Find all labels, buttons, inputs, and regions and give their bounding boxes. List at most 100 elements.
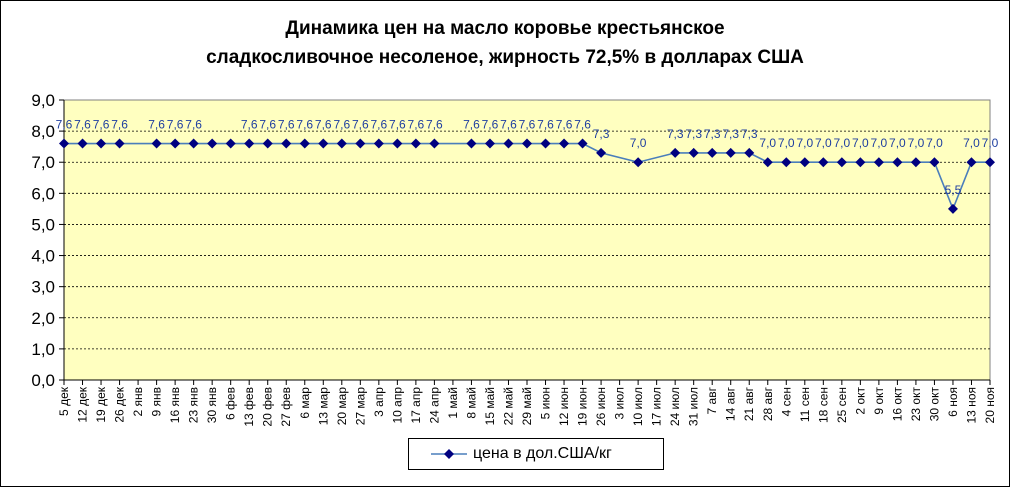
x-tick-label: 17 апр [409,387,423,424]
data-point [503,138,514,149]
x-tick-labels: 5 дек 12 дек 19 дек 26 дек 2 янв 9 янв 16 янв 2… [57,386,997,426]
data-label: 7,0 [908,136,925,150]
data-point [688,147,699,158]
data-point [799,157,810,168]
chart-title-line-2: сладкосливочное несоленое, жирность 72,5… [206,47,804,68]
data-label: 7,0 [630,136,647,150]
data-label: 7,6 [482,118,499,132]
data-point [966,157,977,168]
data-label: 7,3 [593,127,610,141]
data-label: 7,3 [722,127,739,141]
data-point [170,138,181,149]
series-markers [59,138,995,214]
data-label: 7,6 [537,118,554,132]
x-tick-label: 22 май [501,387,515,425]
y-tick-label: 0,0 [31,371,55,390]
data-label: 7,3 [741,127,758,141]
data-label: 7,6 [500,118,517,132]
data-label: 7,6 [296,118,313,132]
x-tick-label: 30 янв [205,387,219,423]
x-tick-label: 10 июл [631,387,645,426]
data-point [818,157,829,168]
data-point [947,203,958,214]
data-point [725,147,736,158]
data-label: 7,3 [667,127,684,141]
data-point [225,138,236,149]
data-point [910,157,921,168]
data-point [670,147,681,158]
data-label: 7,0 [871,136,888,150]
data-point [59,138,69,149]
data-point [151,138,162,149]
x-tick-label: 19 дек [94,386,108,422]
data-label: 7,6 [463,118,480,132]
y-tick-label: 9,0 [31,91,55,110]
data-labels: 7,6 7,6 7,6 7,6 7,6 7,6 7,6 7,6 7,6 7,6 7,6 7,6 7,6 7… [56,118,999,197]
data-point [540,138,551,149]
y-tick-label: 3,0 [31,278,55,297]
data-label: 7,6 [111,118,128,132]
x-tick-label: 25 сен [835,387,849,423]
x-tick-label: 29 май [520,387,534,425]
data-label: 7,0 [796,136,813,150]
x-tick-label: 17 июл [650,387,664,426]
data-point [77,138,88,149]
data-label: 7,6 [408,118,425,132]
data-point [188,138,199,149]
x-tick-label: 19 июн [576,387,590,426]
data-point [929,157,940,168]
data-label: 7,0 [963,136,980,150]
legend-entry-label: цена в дол.США/кг [473,445,612,462]
x-tick-label: 30 окт [927,387,941,422]
data-label: 7,6 [556,118,573,132]
data-point [281,138,292,149]
data-point [299,138,310,149]
data-label: 7,6 [574,118,591,132]
y-tick-label: 1,0 [31,340,55,359]
x-tick-label: 10 апр [390,387,404,424]
data-label: 7,6 [352,118,369,132]
data-label: 7,0 [815,136,832,150]
y-tick-label: 7,0 [31,153,55,172]
x-tick-label: 7 авг [705,386,719,414]
y-tick-labels: 0,0 1,0 2,0 3,0 4,0 5,0 6,0 7,0 8,0 9,0 [31,91,55,390]
x-tick-label: 9 окт [872,386,886,414]
data-point [355,138,366,149]
data-label: 7,0 [759,136,776,150]
data-point [596,147,607,158]
x-tick-label: 6 мар [298,387,312,419]
data-label: 7,0 [833,136,850,150]
data-point [207,138,218,149]
data-label: 7,6 [56,118,73,132]
data-label: 7,6 [519,118,536,132]
data-label: 7,6 [389,118,406,132]
data-label: 7,6 [167,118,184,132]
data-point [392,138,403,149]
data-label: 7,3 [685,127,702,141]
data-label: 7,6 [185,118,202,132]
data-label: 7,6 [259,118,276,132]
data-label: 7,3 [704,127,721,141]
y-tick-label: 6,0 [31,184,55,203]
data-label: 7,6 [148,118,165,132]
data-label: 7,6 [241,118,258,132]
data-label: 7,0 [778,136,795,150]
data-point [336,138,347,149]
data-label: 5,5 [945,183,962,197]
data-point [633,157,644,168]
data-point [244,138,255,149]
data-point [262,138,273,149]
data-label: 7,6 [426,118,443,132]
x-tick-label: 2 окт [853,386,867,414]
x-tick-label: 12 дек [76,386,90,422]
x-tick-label: 16 янв [168,387,182,423]
x-tick-label: 20 фев [261,387,275,427]
x-tick-label: 20 ноя [983,387,997,423]
x-tick-label: 6 ноя [946,387,960,417]
data-point [873,157,884,168]
x-tick-label: 9 янв [150,387,164,417]
x-tick-label: 18 сен [816,387,830,423]
data-point [892,157,903,168]
data-point [318,138,329,149]
